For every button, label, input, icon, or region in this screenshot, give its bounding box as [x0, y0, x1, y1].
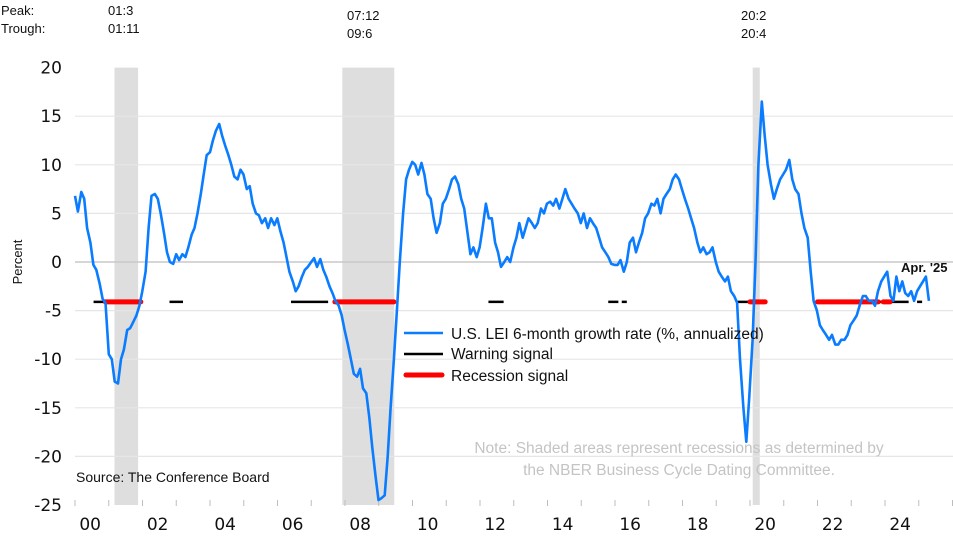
recession-1-peak: 01:3 — [108, 3, 134, 18]
y-axis-label: Percent — [10, 239, 25, 284]
recession-3-trough: 20:4 — [741, 26, 767, 41]
y-tick-label: 20 — [40, 59, 62, 79]
x-tick-label: 08 — [349, 515, 371, 535]
recession-shade-2 — [342, 67, 395, 505]
x-tick-label: 24 — [889, 515, 911, 535]
y-tick-label: -25 — [34, 496, 62, 516]
y-tick-label: -10 — [34, 350, 62, 370]
y-tick-label: -15 — [34, 399, 62, 419]
note-line-2: the NBER Business Cycle Dating Committee… — [523, 462, 835, 479]
recession-shade-1 — [114, 67, 139, 505]
y-tick-label: -5 — [45, 302, 62, 322]
x-tick-label: 22 — [822, 515, 844, 535]
x-tick-label: 04 — [214, 515, 236, 535]
recession-1-trough: 01:11 — [108, 21, 140, 36]
x-tick-label: 00 — [79, 515, 101, 535]
x-tick-label: 14 — [552, 515, 574, 535]
y-tick-label: 10 — [40, 156, 62, 176]
legend-recession-label: Recession signal — [451, 368, 568, 385]
legend-warning-label: Warning signal — [451, 346, 553, 363]
last-point-label: Apr. '25 — [901, 260, 947, 275]
source-label: Source: The Conference Board — [76, 469, 270, 485]
recession-shade-3 — [752, 67, 760, 505]
legend-lei-label: U.S. LEI 6-month growth rate (%, annuali… — [451, 326, 764, 343]
y-tick-label: 5 — [51, 204, 62, 224]
recession-3-peak: 20:2 — [741, 8, 767, 23]
y-tick-label: -20 — [34, 447, 62, 467]
x-tick-label: 02 — [147, 515, 169, 535]
x-tick-label: 20 — [754, 515, 776, 535]
x-tick-label: 12 — [484, 515, 506, 535]
recession-2-trough: 09:6 — [347, 26, 373, 41]
recession-2-peak: 07:12 — [347, 8, 380, 23]
note-line-1: Note: Shaded areas represent recessions … — [474, 440, 884, 457]
y-tick-label: 0 — [51, 253, 62, 273]
y-tick-label: 15 — [40, 107, 62, 127]
x-tick-label: 06 — [282, 515, 304, 535]
x-tick-label: 16 — [619, 515, 641, 535]
trough-label: Trough: — [1, 21, 46, 36]
lei-growth-line — [73, 100, 931, 502]
x-tick-label: 10 — [417, 515, 439, 535]
x-tick-label: 18 — [687, 515, 709, 535]
legend: U.S. LEI 6-month growth rate (%, annuali… — [403, 326, 764, 385]
peak-label: Peak: — [1, 3, 35, 18]
